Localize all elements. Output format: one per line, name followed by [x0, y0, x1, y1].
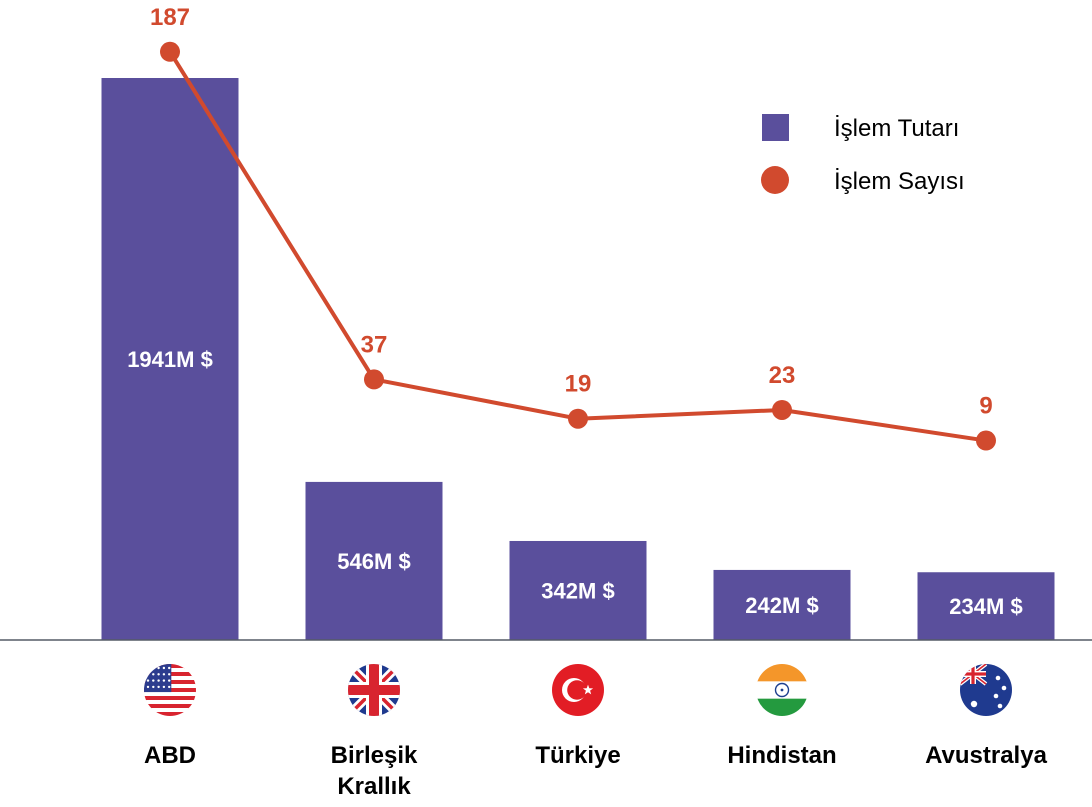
line-value-label: 9 — [979, 393, 992, 420]
category-label: Avustralya — [925, 742, 1047, 769]
bar — [305, 481, 443, 640]
line-value-label: 19 — [565, 371, 592, 398]
india-flag-icon — [756, 664, 808, 716]
category-label: Krallık — [337, 773, 411, 800]
uk-flag-icon — [348, 664, 400, 716]
australia-flag-icon — [960, 664, 1012, 716]
bar-value-label: 1941M $ — [127, 347, 213, 372]
bar-value-label: 342M $ — [541, 578, 614, 603]
us-flag-icon — [144, 664, 196, 716]
legend-label-line: İşlem Sayısı — [834, 168, 965, 195]
line-value-label: 23 — [769, 362, 796, 389]
category-labels-group: ABD Birleşik Krallık Türkiye Hindistan Avustr… — [144, 742, 1048, 800]
bar-value-label: 234M $ — [949, 594, 1022, 619]
bar-value-label: 546M $ — [337, 549, 410, 574]
line-series-group: 187 37 19 23 9 — [150, 4, 996, 451]
line-value-label: 37 — [361, 331, 388, 358]
line-point — [976, 430, 996, 451]
category-label: Türkiye — [535, 742, 620, 769]
bar — [101, 78, 239, 640]
line-value-label: 187 — [150, 4, 190, 31]
line-point — [160, 41, 180, 62]
bar — [509, 540, 647, 640]
flags-group — [144, 664, 1012, 716]
line-point — [772, 399, 792, 420]
bars-group: 1941M $ 546M $ 342M $ 242M $ 234M $ — [101, 78, 1055, 640]
line-point — [364, 369, 384, 390]
category-label: Hindistan — [727, 742, 836, 769]
legend: İşlem Tutarı İşlem Sayısı — [761, 114, 965, 195]
legend-label-bar: İşlem Tutarı — [834, 115, 959, 142]
bar — [713, 569, 851, 640]
legend-swatch-bar — [762, 114, 789, 141]
category-label: ABD — [144, 742, 196, 769]
legend-swatch-line — [761, 166, 789, 194]
line-point — [568, 408, 588, 429]
turkey-flag-icon — [552, 664, 604, 716]
category-label: Birleşik — [331, 742, 418, 769]
bar-value-label: 242M $ — [745, 593, 818, 618]
bar — [917, 572, 1055, 640]
